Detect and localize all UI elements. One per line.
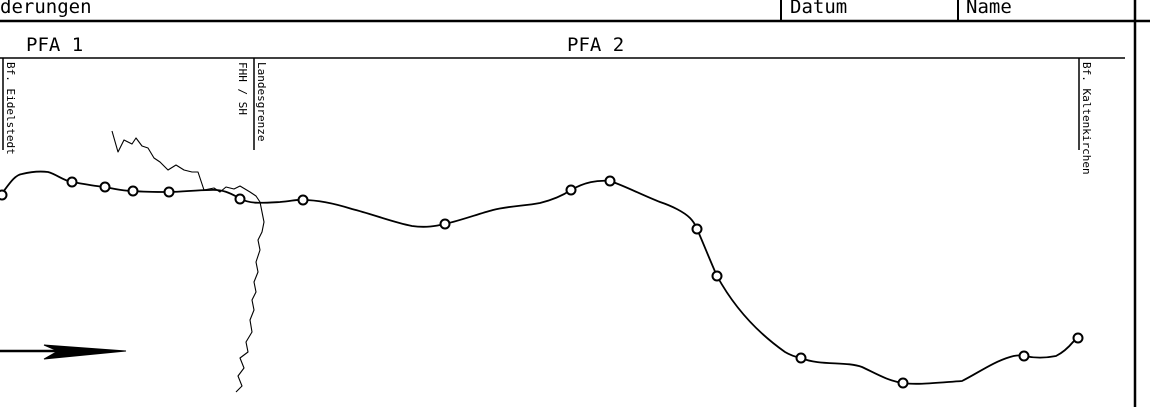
station-circle-icon [66, 176, 78, 188]
direction-arrow-icon [0, 344, 127, 360]
start-station-marker: Bf. Eidelstedt [2, 58, 17, 155]
station-circle-icon [897, 377, 909, 389]
border-label-primary: Landesgrenze [255, 62, 268, 141]
section-label-pfa-2: PFA 2 [567, 34, 624, 56]
station-circle-icon [604, 175, 616, 187]
station-circle-icon [565, 184, 577, 196]
station-circle-icon [1072, 332, 1084, 344]
station-circle-icon [691, 223, 703, 235]
station-circle-icon [99, 181, 111, 193]
name-header: Name [966, 0, 1012, 18]
station-circle-icon [795, 352, 807, 364]
start-station-label: Bf. Eidelstedt [4, 62, 17, 155]
state-border-marker: Landesgrenze FHH / SH [236, 58, 268, 150]
route-line [0, 170, 1079, 385]
station-circle-icon [163, 186, 175, 198]
station-circle-icon [234, 193, 246, 205]
station-circle-icon [0, 189, 8, 201]
station-circle-icon [711, 270, 723, 282]
station-circle-icon [127, 185, 139, 197]
section-header: PFA 1 PFA 2 [0, 34, 1125, 59]
end-station-marker: Bf. Kaltenkirchen [1078, 58, 1093, 175]
station-circle-icon [297, 194, 309, 206]
state-border-line [111, 130, 265, 393]
end-station-label: Bf. Kaltenkirchen [1080, 62, 1093, 175]
station-circle-icon [439, 218, 451, 230]
date-header: Datum [790, 0, 847, 18]
changes-header: derungen [0, 0, 92, 18]
section-label-pfa-1: PFA 1 [26, 34, 83, 56]
station-circle-icon [1018, 350, 1030, 362]
border-label-secondary: FHH / SH [236, 62, 249, 115]
station-markers [0, 175, 1084, 389]
